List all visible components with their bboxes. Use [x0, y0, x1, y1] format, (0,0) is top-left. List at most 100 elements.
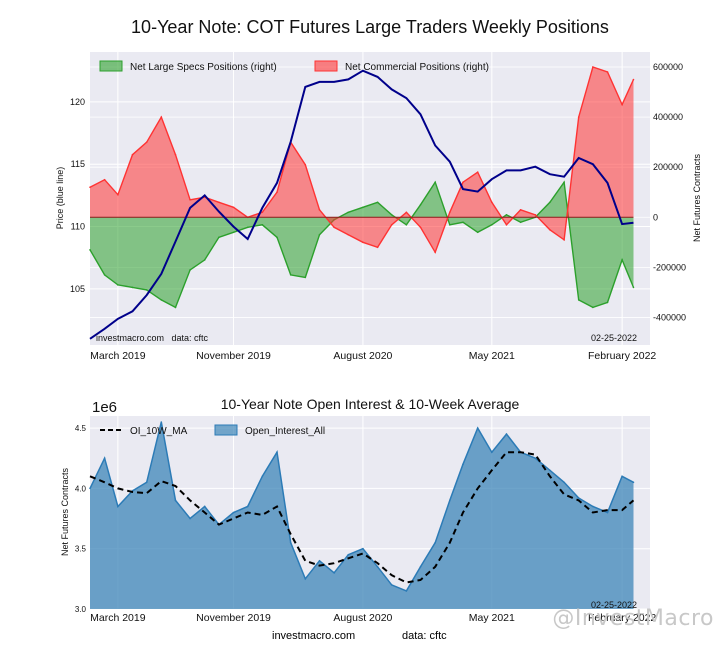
open-interest-point: [434, 541, 436, 544]
commercial-area-point: [505, 223, 508, 226]
commercial-area-point: [534, 213, 537, 216]
commercial-area-point: [160, 116, 163, 118]
open-interest-point: [505, 433, 508, 435]
open-interest-point: [534, 457, 537, 460]
open-interest-y-axis-ticks: 3.0 3.5 4.0 4.5: [75, 424, 87, 614]
date-tick-label: February 2022: [588, 350, 656, 362]
open-interest-point: [448, 499, 451, 502]
open-interest-point: [577, 497, 580, 499]
specs-area-point: [390, 213, 393, 216]
open-interest-point: [203, 505, 206, 508]
commercial-area-point: [362, 241, 364, 244]
date-tick-label: May 2021: [469, 350, 515, 362]
commercial-area-point: [405, 211, 408, 214]
specs-area-point: [563, 181, 565, 184]
specs-area-point: [519, 221, 522, 224]
positions-date-note: 02-25-2022: [591, 333, 637, 343]
open-interest-date-note: 02-25-2022: [591, 600, 637, 610]
date-tick-label: March 2019: [90, 350, 146, 362]
specs-area-point: [419, 203, 422, 206]
specs-area-point: [103, 274, 106, 276]
open-interest-point: [232, 511, 235, 514]
open-interest-point: [621, 475, 623, 478]
open-interest-point: [632, 481, 635, 484]
commercial-area-point: [318, 208, 321, 211]
date-tick-label: August 2020: [333, 350, 392, 362]
price-line: [89, 69, 634, 340]
specs-area-point: [160, 299, 163, 301]
specs-area-point: [376, 201, 379, 204]
contracts-tick-label: -400000: [653, 312, 686, 322]
open-interest-point: [333, 572, 335, 574]
commercial-area-point: [117, 193, 119, 196]
specs-area-point: [592, 306, 594, 309]
legend-label-ma: OI_10W_MA: [130, 426, 188, 437]
open-interest-point: [491, 451, 493, 453]
open-interest-point: [549, 469, 551, 472]
commercial-area-point: [276, 191, 278, 194]
open-interest-point: [563, 481, 565, 484]
open-interest-point: [174, 499, 177, 502]
commercial-area-point: [131, 153, 134, 156]
commercial-area-point: [174, 153, 177, 156]
investmacro-watermark: @InvestMacro: [552, 606, 714, 631]
legend-label-oi: Open_Interest_All: [245, 426, 325, 437]
commercial-area-point: [419, 226, 422, 229]
specs-area-point: [117, 284, 119, 286]
contracts-tick-label: 0: [653, 212, 658, 222]
specs-area-point: [232, 231, 235, 234]
moving-average-line: [89, 451, 635, 584]
commercial-area-point: [549, 229, 551, 231]
legend-swatch-commercial: [314, 60, 338, 72]
commercial-area-point: [347, 234, 350, 236]
commercial-area-point: [448, 211, 451, 214]
footer-source: investmacro.com: [272, 630, 356, 642]
open-interest-point: [462, 463, 464, 466]
open-interest-point: [89, 487, 91, 490]
price-tick-label: 120: [70, 97, 85, 107]
positions-legend: Net Large Specs Positions (right) Net Co…: [99, 60, 489, 73]
open-interest-title: 10-Year Note Open Interest & 10-Week Ave…: [221, 396, 520, 412]
specs-area-point: [276, 236, 278, 239]
contracts-tick-label: 200000: [653, 162, 683, 172]
specs-area-point: [448, 223, 451, 226]
specs-area: [90, 182, 634, 308]
contracts-axis-label: Net Futures Contracts: [692, 153, 702, 242]
legend-label-commercial: Net Commercial Positions (right): [345, 62, 489, 73]
open-interest-point: [289, 541, 292, 544]
commercial-area-point: [89, 186, 91, 189]
commercial-area-point: [232, 206, 235, 209]
specs-area-point: [577, 299, 580, 301]
specs-area-point: [89, 249, 91, 251]
commercial-area-point: [218, 201, 220, 204]
date-tick-label: February 2022: [588, 612, 656, 624]
specs-area-point: [145, 289, 148, 291]
specs-area-point: [405, 223, 408, 226]
specs-area-point: [289, 274, 292, 276]
contracts-tick-label: -200000: [653, 262, 686, 272]
specs-area-point: [189, 269, 191, 271]
specs-area-point: [218, 236, 220, 239]
commercial-area-point: [304, 163, 307, 166]
price-tick-label: 105: [70, 284, 85, 294]
date-tick-label: November 2019: [196, 350, 271, 362]
specs-area-point: [318, 234, 321, 236]
specs-area-point: [549, 201, 551, 204]
open-interest-point: [304, 578, 307, 580]
commercial-area-point: [103, 178, 106, 181]
price-axis-label: Price (blue line): [55, 167, 65, 230]
commercial-area-point: [606, 71, 609, 73]
date-tick-label: November 2019: [196, 612, 271, 624]
open-interest-point: [347, 553, 350, 556]
open-interest-point: [103, 457, 106, 460]
specs-area-point: [174, 306, 177, 309]
open-interest-point: [246, 505, 249, 508]
specs-area-point: [505, 213, 508, 216]
open-interest-point: [405, 590, 408, 592]
open-interest-tick-label: 4.0: [75, 484, 87, 493]
specs-area-point: [347, 211, 350, 214]
specs-area-point: [261, 223, 264, 226]
open-interest-tick-label: 3.0: [75, 605, 87, 614]
contracts-axis-ticks: -400000 -200000 0 200000 400000 600000: [653, 62, 686, 322]
